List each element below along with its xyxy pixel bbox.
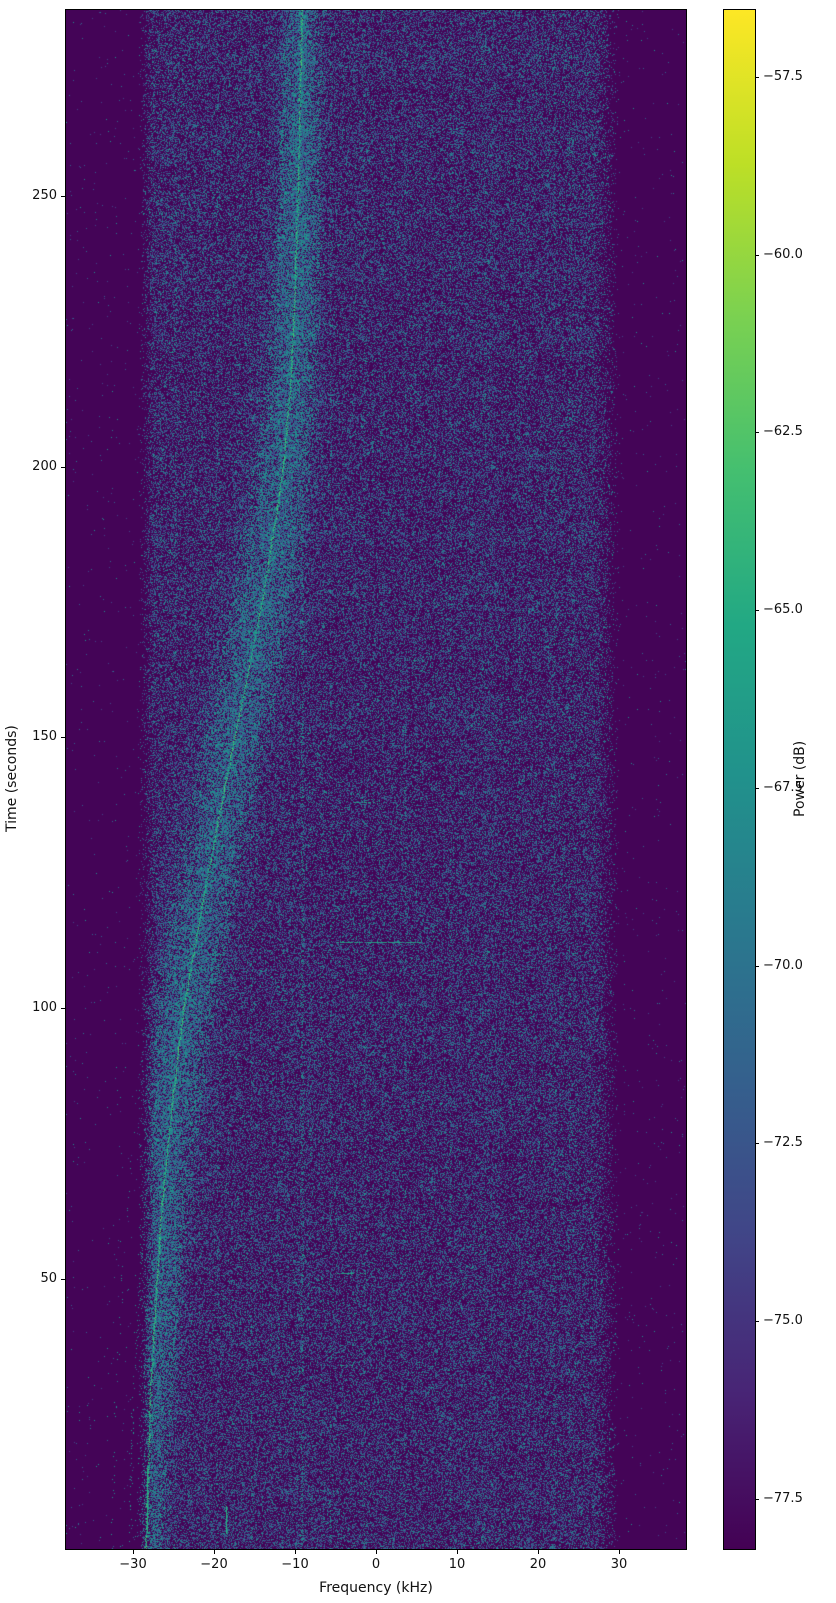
colorbar-tick-mark: [755, 1321, 759, 1322]
spectrogram-image: [66, 10, 686, 1549]
colorbar-tick-label: −72.5: [763, 1135, 803, 1150]
colorbar-tick-label: −75.0: [763, 1313, 803, 1328]
y-tick-label: 150: [32, 729, 57, 744]
x-axis-label: Frequency (kHz): [319, 1580, 433, 1596]
plot-area: [65, 9, 687, 1550]
colorbar-tick-mark: [755, 966, 759, 967]
x-tick-label: 0: [371, 1557, 381, 1572]
colorbar-tick-mark: [755, 788, 759, 789]
colorbar-tick-label: −70.0: [763, 958, 803, 973]
colorbar-tick-mark: [755, 1499, 759, 1500]
y-tick-mark: [61, 196, 65, 197]
x-tick-label: −10: [281, 1557, 309, 1572]
colorbar-tick-label: −57.5: [763, 69, 803, 84]
x-tick-mark: [295, 1550, 296, 1554]
x-tick-mark: [214, 1550, 215, 1554]
x-tick-label: 20: [529, 1557, 547, 1572]
colorbar-tick-label: −62.5: [763, 424, 803, 439]
x-tick-mark: [538, 1550, 539, 1554]
y-tick-mark: [61, 1279, 65, 1280]
colorbar-tick-label: −60.0: [763, 247, 803, 262]
colorbar-tick-label: −67.5: [763, 780, 803, 795]
x-tick-label: −30: [119, 1557, 147, 1572]
y-tick-label: 250: [32, 188, 57, 203]
y-tick-label: 50: [40, 1271, 57, 1286]
y-tick-mark: [61, 467, 65, 468]
x-tick-label: 10: [448, 1557, 466, 1572]
colorbar-gradient: [724, 10, 755, 1549]
colorbar-tick-mark: [755, 77, 759, 78]
colorbar: [723, 9, 756, 1550]
y-tick-label: 200: [32, 459, 57, 474]
colorbar-axis-label: Power (dB): [792, 740, 808, 818]
colorbar-tick-mark: [755, 432, 759, 433]
colorbar-tick-label: −65.0: [763, 602, 803, 617]
x-tick-mark: [376, 1550, 377, 1554]
y-tick-mark: [61, 737, 65, 738]
x-tick-label: 30: [610, 1557, 628, 1572]
y-tick-label: 100: [32, 1000, 57, 1015]
colorbar-tick-label: −77.5: [763, 1491, 803, 1506]
x-tick-mark: [133, 1550, 134, 1554]
y-axis-label: Time (seconds): [4, 725, 20, 833]
colorbar-tick-mark: [755, 255, 759, 256]
y-tick-mark: [61, 1008, 65, 1009]
x-tick-mark: [457, 1550, 458, 1554]
x-tick-label: −20: [200, 1557, 228, 1572]
x-tick-mark: [619, 1550, 620, 1554]
colorbar-tick-mark: [755, 1143, 759, 1144]
colorbar-tick-mark: [755, 610, 759, 611]
